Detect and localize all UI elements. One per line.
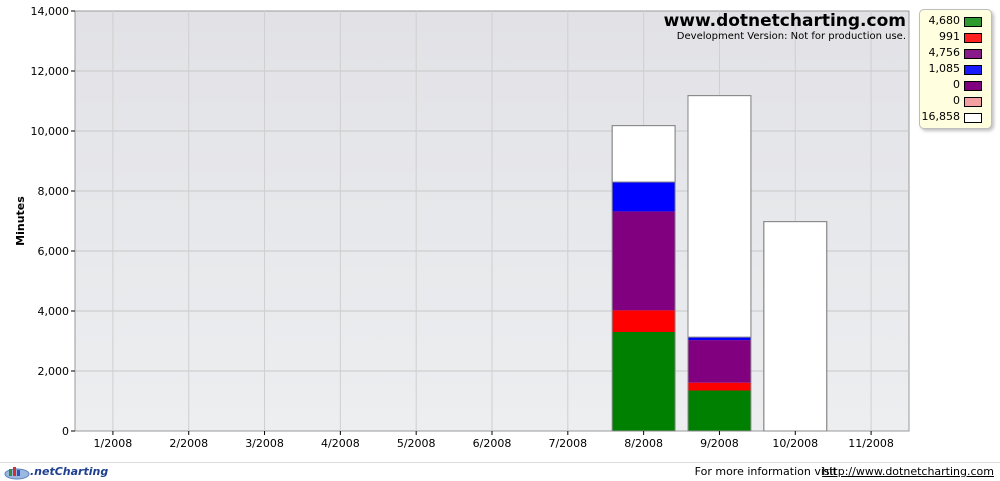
bar-chart: 02,0004,0006,0008,00010,00012,00014,000 … <box>14 5 910 450</box>
watermark-subtitle: Development Version: Not for production … <box>676 31 906 42</box>
y-tick-label: 4,000 <box>38 305 70 318</box>
x-tick-label: 4/2008 <box>321 437 360 450</box>
y-tick-label: 10,000 <box>31 125 70 138</box>
x-tick-label: 7/2008 <box>548 437 587 450</box>
bar-marks <box>611 95 828 432</box>
legend-entry: 16,858 <box>920 109 991 125</box>
y-tick-label: 8,000 <box>38 185 70 198</box>
legend-value: 4,680 <box>928 14 961 27</box>
legend-value: 1,085 <box>928 62 961 75</box>
y-tick-label: 6,000 <box>38 245 70 258</box>
x-tick-label: 10/2008 <box>772 437 818 450</box>
legend-swatch <box>964 97 982 107</box>
legend-swatch <box>964 81 982 91</box>
legend-swatch <box>964 65 982 75</box>
x-tick-label: 1/2008 <box>94 437 133 450</box>
x-tick-label: 5/2008 <box>397 437 436 450</box>
legend-box: 4,680 991 4,756 1,085 0 0 16,858 <box>919 9 992 129</box>
x-tick-label: 2/2008 <box>169 437 208 450</box>
x-tick-label: 8/2008 <box>624 437 663 450</box>
bar-segment <box>763 221 828 432</box>
logo-text: .netCharting <box>30 465 109 478</box>
legend-entry: 4,756 <box>920 45 991 61</box>
x-tick-label: 9/2008 <box>700 437 739 450</box>
bar-segment <box>687 340 751 383</box>
legend-entry: 0 <box>920 77 991 93</box>
legend-entry: 1,085 <box>920 61 991 77</box>
bar-segment <box>687 382 751 391</box>
y-axis-ticks: 0 2,000 4,000 6,000 8,000 10,000 12,000 14,000 <box>31 5 75 438</box>
y-tick-label: 2,000 <box>38 365 70 378</box>
x-tick-label: 11/2008 <box>848 437 894 450</box>
dotnetcharting-logo-icon <box>4 467 30 480</box>
bar-segment <box>611 125 676 183</box>
x-tick-label: 6/2008 <box>473 437 512 450</box>
bar-segment <box>687 337 751 341</box>
legend-entry: 0 <box>920 93 991 109</box>
watermark-title: www.dotnetcharting.com <box>663 11 906 31</box>
legend-entry: 4,680 <box>920 13 991 29</box>
legend-value: 991 <box>939 30 960 43</box>
footer-info-text: For more information visit <box>694 465 837 478</box>
legend-swatch <box>964 113 982 123</box>
legend-swatch <box>964 49 982 59</box>
y-tick-label: 12,000 <box>31 65 70 78</box>
legend-value: 16,858 <box>921 110 961 123</box>
legend-entry: 991 <box>920 29 991 45</box>
y-tick-label: 14,000 <box>31 5 70 18</box>
footer-bar: .netCharting For more information visit … <box>0 462 1000 481</box>
bar-segment <box>612 310 676 332</box>
footer-link[interactable]: http://www.dotnetcharting.com <box>822 465 994 478</box>
bar-segment <box>687 95 752 338</box>
x-axis-ticks: 1/2008 2/2008 3/2008 4/2008 5/2008 6/2008 7/20… <box>94 431 894 450</box>
bar-segment <box>612 332 676 431</box>
legend-swatch <box>964 17 982 27</box>
y-tick-label: 0 <box>62 425 69 438</box>
bar-segment <box>612 211 676 311</box>
y-axis-label: Minutes <box>14 196 27 246</box>
legend-value: 0 <box>953 94 960 107</box>
legend-value: 0 <box>953 78 960 91</box>
bar-segment <box>612 182 676 212</box>
legend-value: 4,756 <box>928 46 961 59</box>
x-tick-label: 3/2008 <box>245 437 284 450</box>
bar-segment <box>687 390 751 431</box>
legend-swatch <box>964 33 982 43</box>
